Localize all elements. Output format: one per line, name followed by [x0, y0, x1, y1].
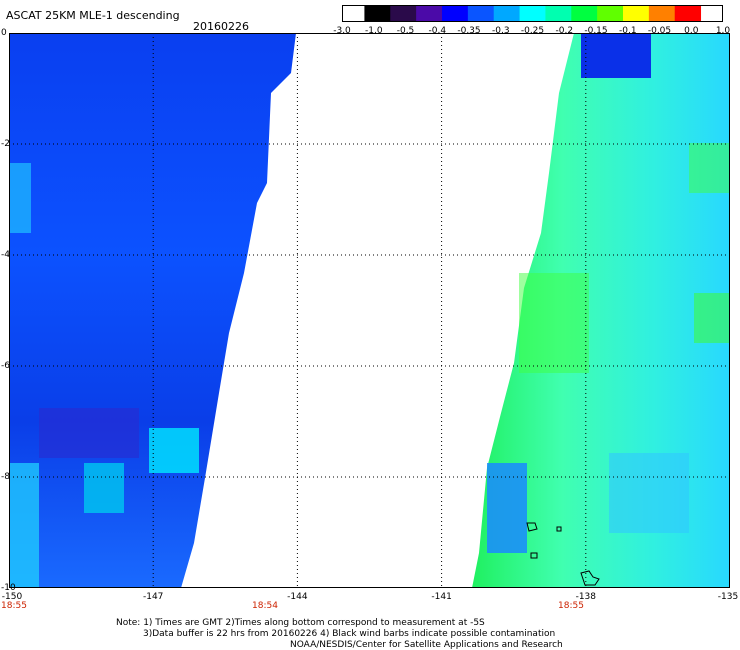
colorbar-tick-label: 0.0 — [684, 26, 699, 36]
colorbar-tick-label: 1.0 — [715, 26, 731, 36]
latitude-tick-label: -8 — [1, 472, 10, 482]
colorbar-tick-label: -0.15 — [584, 26, 608, 36]
colorbar-swatch — [390, 6, 417, 21]
longitude-tick-label: -147 — [142, 592, 164, 602]
right-swath — [472, 33, 730, 588]
left-swath-cyan-patch — [9, 463, 39, 588]
colorbar-tick-label: -0.05 — [647, 26, 672, 36]
latitude-tick-label: -2 — [1, 139, 10, 149]
left-swath — [9, 33, 296, 588]
longitude-tick-label: -141 — [431, 592, 452, 602]
product-title: ASCAT 25KM MLE-1 descending — [6, 9, 180, 22]
island-outline — [580, 570, 600, 586]
colorbar-tick-label: -0.25 — [520, 26, 545, 36]
right-swath-green-patch — [519, 273, 589, 373]
colorbar-tick-label: -0.2 — [555, 26, 574, 36]
longitude-tick-label: -150 — [1, 592, 23, 602]
wind-map — [9, 33, 730, 588]
map-frame — [9, 33, 730, 588]
colorbar-swatch — [571, 6, 598, 21]
island-outline — [556, 526, 562, 532]
time-label: 18:54 — [252, 601, 278, 611]
left-swath-cyan-patch — [9, 163, 31, 233]
time-label: 18:55 — [1, 601, 27, 611]
time-label: 18:55 — [558, 601, 584, 611]
left-swath-cyan-patch — [149, 428, 199, 473]
latitude-tick-label: -6 — [1, 361, 10, 371]
longitude-tick-label: -138 — [575, 592, 597, 602]
right-swath-blue-patch — [609, 453, 689, 533]
footer-credit: NOAA/NESDIS/Center for Satellite Applica… — [290, 640, 563, 650]
colorbar — [342, 5, 723, 22]
colorbar-swatch — [467, 6, 495, 21]
colorbar-swatch — [493, 6, 521, 21]
left-swath-cyan-patch — [84, 463, 124, 513]
colorbar-swatch — [597, 6, 624, 21]
island-outline — [526, 522, 538, 532]
right-swath-blue-patch — [487, 463, 527, 553]
colorbar-swatch — [545, 6, 572, 21]
colorbar-tick-label: -0.5 — [396, 26, 415, 36]
colorbar-swatch — [364, 6, 391, 21]
colorbar-swatch — [519, 6, 546, 21]
colorbar-swatch — [674, 6, 702, 21]
longitude-tick-label: -144 — [287, 592, 308, 602]
right-swath-green-patch — [689, 143, 730, 193]
island-outline — [530, 552, 538, 559]
left-swath-dark-patch — [39, 408, 139, 458]
latitude-tick-label: 0 — [1, 28, 7, 38]
colorbar-tick-label: -0.35 — [457, 26, 481, 36]
latitude-tick-label: -10 — [1, 583, 16, 593]
product-date: 20160226 — [193, 20, 249, 33]
colorbar-swatch — [648, 6, 676, 21]
right-swath-green-patch — [694, 293, 730, 343]
footer-note: 3)Data buffer is 22 hrs from 20160226 4)… — [143, 629, 556, 639]
colorbar-swatch — [441, 6, 469, 21]
colorbar-tick-label: -0.3 — [492, 26, 510, 36]
colorbar-tick-label: -3.0 — [333, 26, 351, 36]
colorbar-tick-label: -0.4 — [428, 26, 447, 36]
lat-lon-grid — [9, 33, 730, 588]
colorbar-tick-label: -1.0 — [365, 26, 383, 36]
colorbar-swatch — [416, 6, 443, 21]
longitude-tick-label: -135 — [717, 592, 739, 602]
footer-note: Note: 1) Times are GMT 2)Times along bot… — [116, 618, 485, 628]
colorbar-tick-label: -0.1 — [619, 26, 637, 36]
colorbar-swatch — [623, 6, 650, 21]
right-swath-blue-patch — [581, 33, 651, 78]
latitude-tick-label: -4 — [1, 250, 10, 260]
